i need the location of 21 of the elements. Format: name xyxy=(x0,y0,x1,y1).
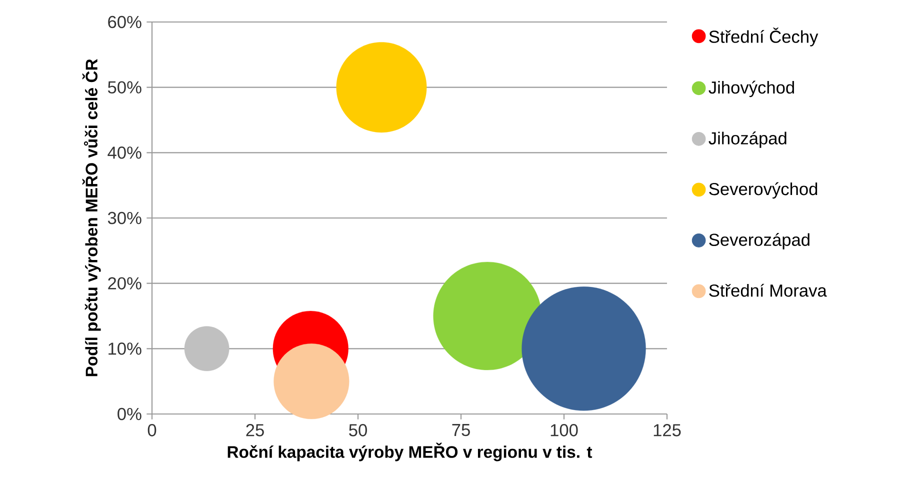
legend-label: Severozápad xyxy=(709,233,810,250)
x-axis-title: Roční kapacita výroby MEŘO v regionu v tis. t xyxy=(228,442,592,462)
x-tick-label: 75 xyxy=(452,424,470,436)
x-tick-label: 25 xyxy=(246,424,264,436)
y-tick-label: 0% xyxy=(118,408,142,420)
x-tick-label: 125 xyxy=(654,424,681,436)
x-tick-label: 0 xyxy=(148,424,156,436)
legend-label: Střední Čechy xyxy=(709,28,818,46)
y-axis-title: Podíl počtu výroben MEŘO vůči celé ČR xyxy=(82,59,101,376)
x-tick-label: 100 xyxy=(550,424,578,436)
y-tick-label: 50% xyxy=(108,81,142,94)
y-tick-label: 40% xyxy=(108,146,142,159)
legend-label: Jihovýchod xyxy=(708,80,794,98)
y-tick-label: 20% xyxy=(108,277,142,290)
y-tick-label: 30% xyxy=(108,212,142,224)
y-tick-label: 10% xyxy=(108,342,142,355)
y-tick-label: 60% xyxy=(108,16,142,28)
legend-label: Jihozápad xyxy=(708,132,786,148)
x-tick-label: 50 xyxy=(349,424,367,436)
legend-label: Severovýchod xyxy=(709,182,818,199)
legend-label: Střední Morava xyxy=(709,284,827,297)
